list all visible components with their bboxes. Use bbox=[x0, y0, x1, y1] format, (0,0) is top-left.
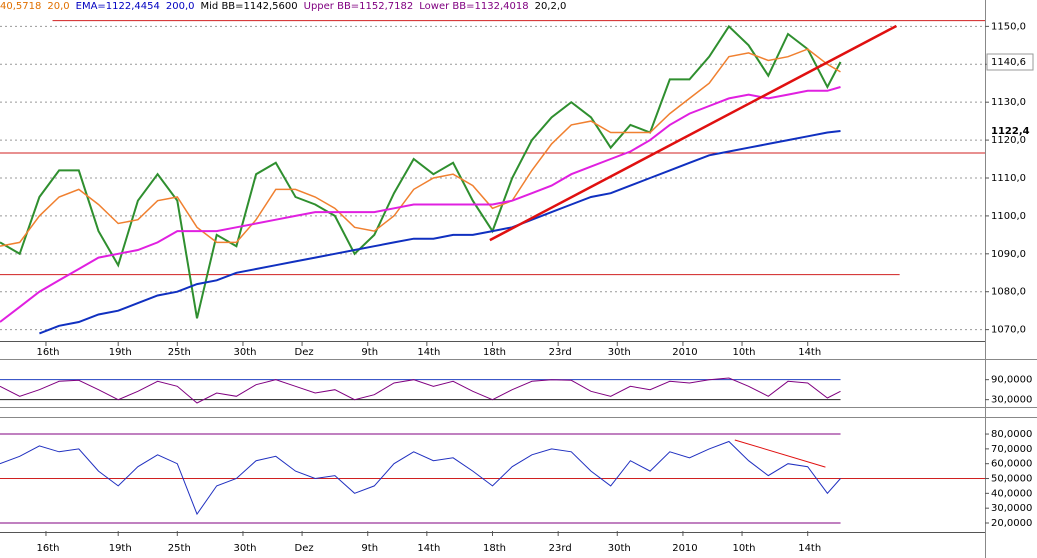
x-tick-label: 30th bbox=[233, 347, 256, 358]
indicator-label: 40,5718 bbox=[0, 1, 41, 12]
y-tick-label: 1070,0 bbox=[991, 325, 1026, 336]
trend-line bbox=[734, 439, 826, 468]
price-label: 1122,4 bbox=[991, 126, 1030, 137]
x-tick-label: 2010 bbox=[672, 347, 697, 358]
series-line bbox=[39, 130, 841, 335]
y-tick-label: 90,0000 bbox=[991, 375, 1032, 386]
x-tick-label: 18th bbox=[483, 347, 506, 358]
series-line bbox=[0, 86, 841, 323]
y-tick-label: 50,0000 bbox=[991, 474, 1032, 485]
indicator-label: 20,0 bbox=[47, 1, 69, 12]
indicator-label: Upper BB=1152,7182 bbox=[304, 1, 414, 12]
y-tick-label: 1150,0 bbox=[991, 21, 1026, 32]
y-tick-label: 1110,0 bbox=[991, 173, 1026, 184]
trend-line bbox=[489, 24, 897, 242]
x-tick-label: 25th bbox=[168, 543, 191, 554]
x-tick-label: 14th bbox=[798, 347, 821, 358]
y-tick-label: 70,0000 bbox=[991, 444, 1032, 455]
x-tick-label: 14th bbox=[417, 543, 440, 554]
y-tick-label: 1080,0 bbox=[991, 287, 1026, 298]
x-tick-label: 2010 bbox=[672, 543, 697, 554]
series-line bbox=[0, 440, 841, 516]
y-tick-label: 1120,0 bbox=[991, 135, 1026, 146]
x-tick-label: Dez bbox=[295, 347, 314, 358]
indicator-label: 20,2,0 bbox=[535, 1, 567, 12]
y-tick-label: 1130,0 bbox=[991, 97, 1026, 108]
y-tick-label: 1090,0 bbox=[991, 249, 1026, 260]
indicator-label: 200,0 bbox=[166, 1, 195, 12]
x-tick-label: 16th bbox=[36, 543, 59, 554]
y-tick-label: 80,0000 bbox=[991, 429, 1032, 440]
y-tick-label: 1100,0 bbox=[991, 211, 1026, 222]
x-tick-label: 23rd bbox=[549, 347, 572, 358]
x-tick-label: 14th bbox=[417, 347, 440, 358]
x-tick-label: 9th bbox=[361, 543, 378, 554]
indicator-label: Lower BB=1132,4018 bbox=[419, 1, 528, 12]
x-tick-label: 19th bbox=[109, 347, 132, 358]
x-tick-label: 30th bbox=[233, 543, 256, 554]
y-tick-label: 60,0000 bbox=[991, 459, 1032, 470]
series-line bbox=[0, 48, 841, 247]
x-tick-label: 25th bbox=[168, 347, 191, 358]
x-tick-label: 23rd bbox=[549, 543, 572, 554]
x-tick-label: 16th bbox=[36, 347, 59, 358]
series-line bbox=[0, 377, 841, 404]
x-tick-label: 14th bbox=[798, 543, 821, 554]
x-tick-label: 19th bbox=[109, 543, 132, 554]
x-tick-label: 30th bbox=[608, 347, 631, 358]
indicator-label: Mid BB=1142,5600 bbox=[201, 1, 298, 12]
x-tick-label: 9th bbox=[361, 347, 378, 358]
y-tick-label: 30,0000 bbox=[991, 395, 1032, 406]
x-tick-label: 30th bbox=[608, 543, 631, 554]
x-tick-label: 18th bbox=[483, 543, 506, 554]
indicator-header: 40,5718 20,0 EMA=1122,4454 200,0 Mid BB=1142… bbox=[0, 1, 566, 12]
indicator-label: EMA=1122,4454 bbox=[76, 1, 160, 12]
x-tick-label: 10th bbox=[733, 347, 756, 358]
y-tick-label: 40,0000 bbox=[991, 488, 1032, 499]
x-tick-label: Dez bbox=[295, 543, 314, 554]
x-tick-label: 10th bbox=[733, 543, 756, 554]
series-line bbox=[0, 24, 842, 319]
price-marker bbox=[986, 53, 1034, 71]
y-tick-label: 20,0000 bbox=[991, 518, 1032, 529]
y-tick-label: 30,0000 bbox=[991, 503, 1032, 514]
price-label: 1140,6 bbox=[991, 57, 1026, 68]
